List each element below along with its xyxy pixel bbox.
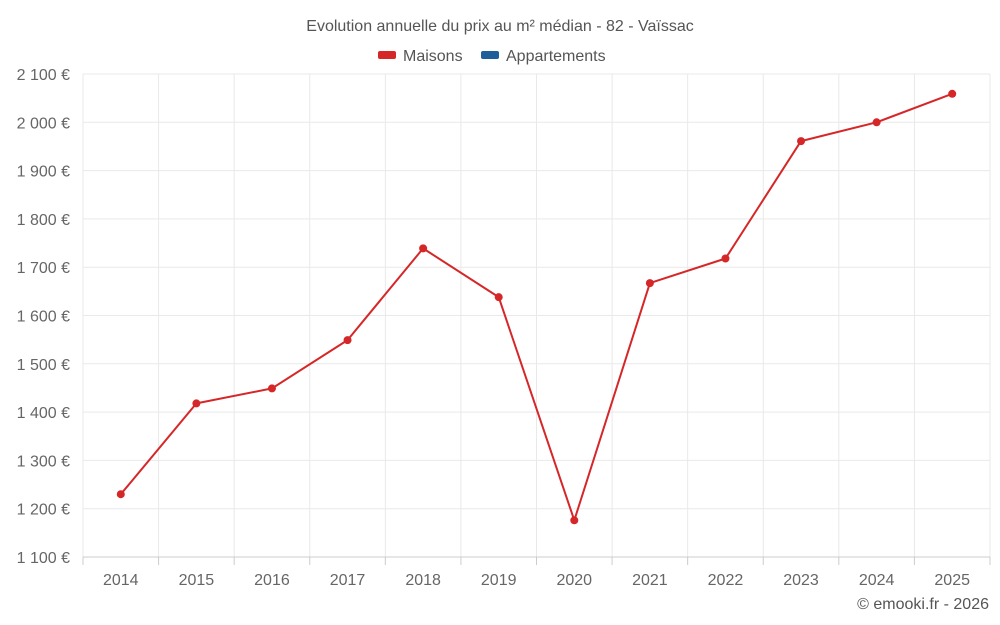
x-tick-label: 2017 [330, 572, 366, 589]
data-point-maisons-2018[interactable] [419, 244, 428, 253]
gridlines [82, 73, 991, 557]
series-maisons [116, 89, 957, 525]
series-line-maisons [120, 92, 953, 522]
x-tick-label: 2020 [556, 572, 592, 589]
legend-item-appartements[interactable]: Appartements [481, 48, 606, 65]
axes [82, 556, 991, 565]
data-point-maisons-2023[interactable] [797, 137, 806, 146]
data-point-maisons-2020[interactable] [570, 516, 579, 525]
legend-label-appartements: Appartements [506, 48, 606, 65]
y-tick-label: 1 100 € [17, 550, 70, 567]
data-point-maisons-2014[interactable] [116, 490, 125, 499]
y-tick-label: 1 900 € [17, 164, 70, 181]
y-tick-label: 2 100 € [17, 67, 70, 84]
legend-label-maisons: Maisons [403, 48, 463, 65]
y-tick-label: 1 600 € [17, 309, 70, 326]
x-tick-label: 2022 [708, 572, 744, 589]
y-tick-label: 1 400 € [17, 405, 70, 422]
x-tick-label: 2025 [934, 572, 970, 589]
x-tick-label: 2024 [859, 572, 895, 589]
x-tick-label: 2015 [179, 572, 215, 589]
data-point-maisons-2016[interactable] [267, 384, 276, 393]
legend-swatch-appartements [481, 51, 499, 59]
x-tick-label: 2023 [783, 572, 819, 589]
data-point-maisons-2017[interactable] [343, 336, 352, 345]
data-point-maisons-2019[interactable] [494, 293, 503, 302]
data-point-maisons-2024[interactable] [872, 118, 881, 127]
data-point-maisons-2022[interactable] [721, 254, 730, 263]
y-tick-label: 1 500 € [17, 357, 70, 374]
x-tick-label: 2016 [254, 572, 290, 589]
x-tick-label: 2018 [405, 572, 441, 589]
y-tick-label: 1 700 € [17, 260, 70, 277]
credit-text: © emooki.fr - 2026 [857, 596, 989, 613]
data-point-maisons-2015[interactable] [192, 399, 201, 408]
y-tick-label: 1 200 € [17, 502, 70, 519]
data-point-maisons-2021[interactable] [645, 279, 654, 288]
legend-item-maisons[interactable]: Maisons [378, 48, 463, 65]
chart-title: Evolution annuelle du prix au m² médian … [306, 18, 693, 35]
legend: Maisons Appartements [378, 48, 606, 65]
x-axis-ticks: 2014 2015 2016 2017 2018 2019 2020 2021 2022 2023… [103, 572, 970, 589]
legend-swatch-maisons [378, 51, 396, 59]
y-tick-label: 2 000 € [17, 115, 70, 132]
x-tick-label: 2019 [481, 572, 517, 589]
x-tick-label: 2014 [103, 572, 139, 589]
x-tick-label: 2021 [632, 572, 668, 589]
y-tick-label: 1 800 € [17, 212, 70, 229]
y-axis-ticks: 1 100 € 1 200 € 1 300 € 1 400 € 1 500 € 1 600… [17, 67, 70, 567]
data-point-maisons-2025[interactable] [948, 89, 957, 98]
y-tick-label: 1 300 € [17, 453, 70, 470]
